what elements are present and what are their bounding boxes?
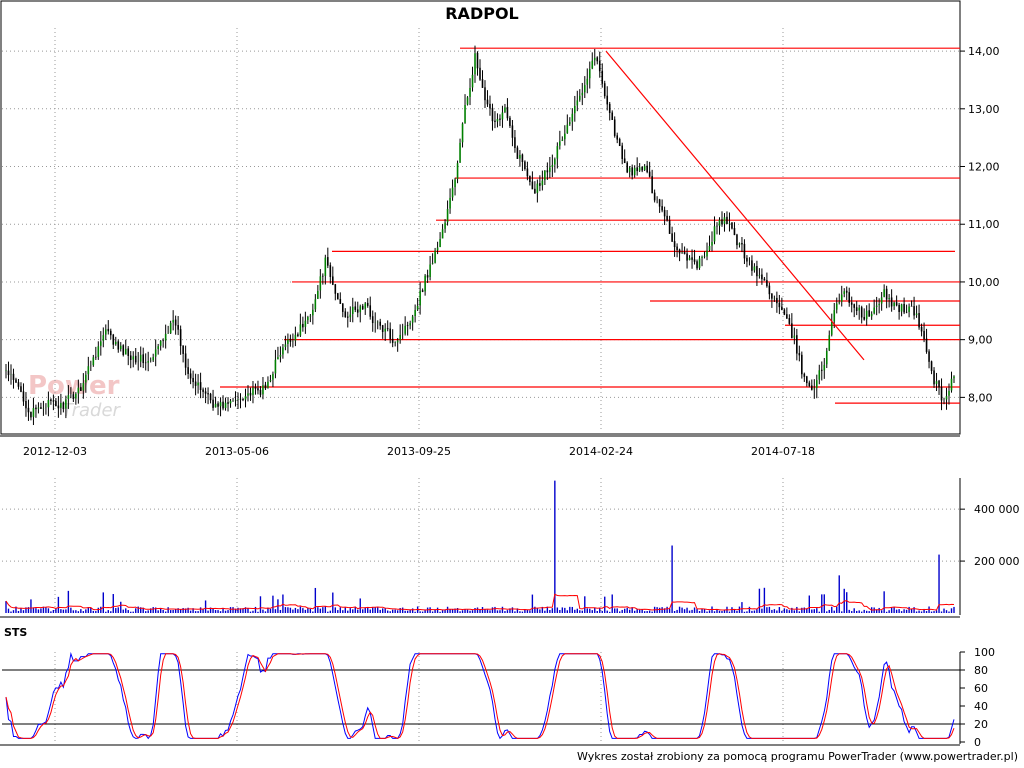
price-x-tick-label: 2013-05-06 (205, 445, 269, 458)
sts-y-tick-label: 80 (974, 664, 988, 677)
sts-panel: STS 0 20 40 60 80 100 (0, 626, 995, 749)
footer-credit: Wykres został zrobiony za pomocą program… (577, 750, 1018, 763)
sts-y-tick-label: 40 (974, 700, 988, 713)
volume-y-tick-label: 200 000 (974, 555, 1020, 568)
svg-text:Trader: Trader (62, 400, 122, 421)
price-y-tick-label: 12,00 (968, 161, 1000, 174)
sts-d-line (5, 653, 955, 739)
price-panel: 8,00 9,00 10,00 11,00 12,00 13,00 14,00 2012-12… (0, 0, 1000, 742)
price-y-tick-label: 10,00 (968, 276, 1000, 289)
sts-panel-title: STS (4, 626, 27, 639)
price-y-tick-label: 13,00 (968, 103, 1000, 116)
price-x-tick-label: 2012-12-03 (23, 445, 87, 458)
sts-y-tick-label: 100 (974, 646, 995, 659)
sts-y-tick-label: 0 (974, 736, 981, 749)
powertrader-watermark: Power Trader (28, 371, 122, 421)
volume-panel: 200 000 400 000 (0, 478, 1020, 618)
chart-title: RADPOL (445, 4, 519, 23)
price-y-tick-label: 11,00 (968, 218, 1000, 231)
price-y-tick-label: 8,00 (968, 391, 993, 404)
price-x-tick-label: 2014-02-24 (569, 445, 633, 458)
trend-line (605, 50, 865, 361)
sts-y-tick-label: 20 (974, 718, 988, 731)
sts-y-tick-label: 60 (974, 682, 988, 695)
volume-moving-average (5, 593, 955, 611)
price-y-tick-label: 9,00 (968, 334, 993, 347)
price-x-tick-label: 2013-09-25 (387, 445, 451, 458)
sts-k-line (5, 651, 955, 740)
price-y-tick-label: 14,00 (968, 45, 1000, 58)
price-x-tick-label: 2014-07-18 (751, 445, 815, 458)
volume-y-tick-label: 400 000 (974, 503, 1020, 516)
